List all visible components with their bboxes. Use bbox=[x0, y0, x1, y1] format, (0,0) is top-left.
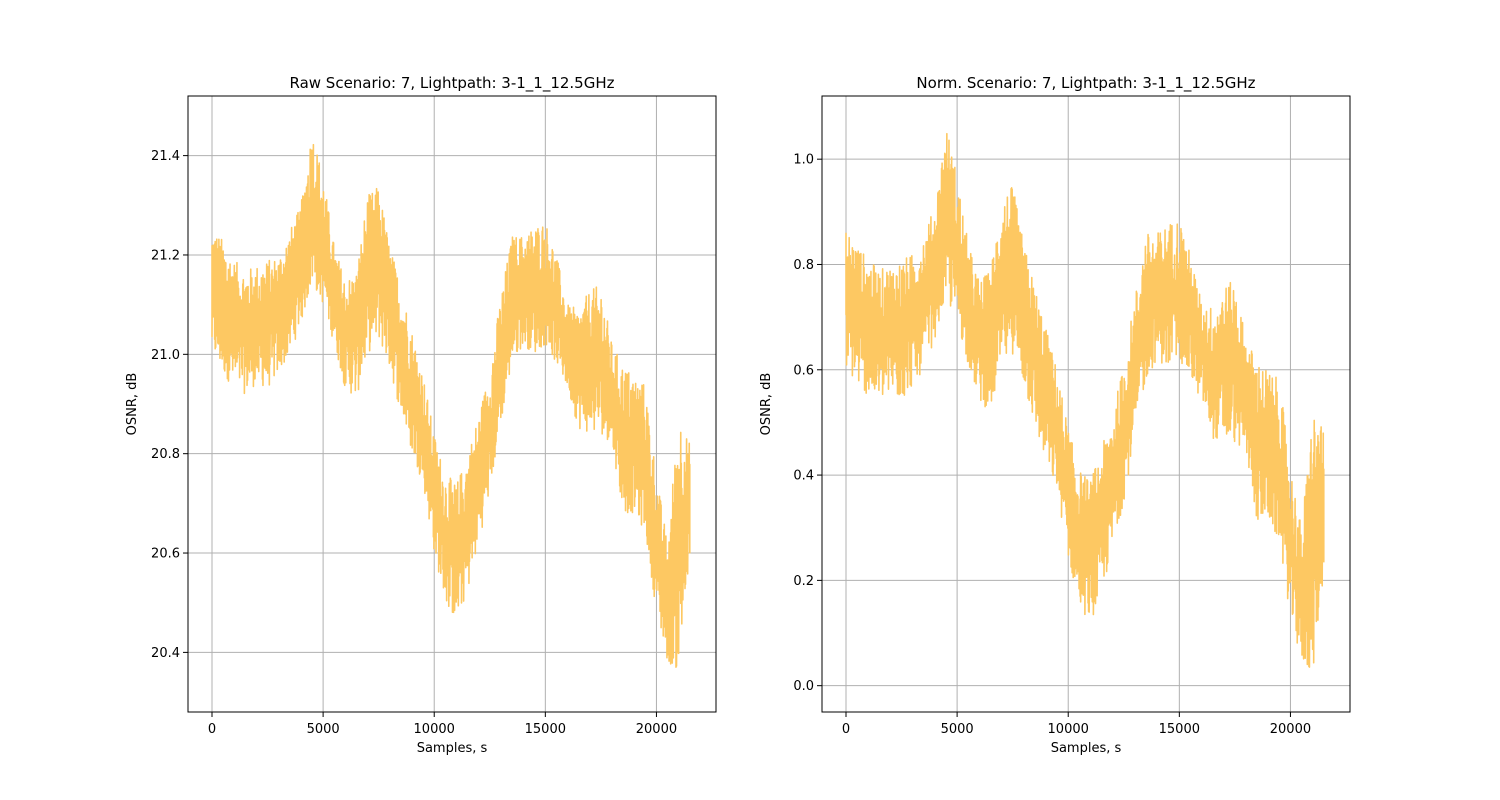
norm-x-axis-label: Samples, s bbox=[1051, 741, 1122, 756]
norm-y-tick-label: 0.8 bbox=[793, 258, 814, 273]
norm-x-tick-label: 10000 bbox=[1048, 722, 1089, 737]
raw-y-tick-label: 21.4 bbox=[151, 149, 180, 164]
raw-x-tick-label: 10000 bbox=[414, 722, 455, 737]
norm-y-tick-label: 1.0 bbox=[793, 153, 814, 168]
norm-y-axis-label: OSNR, dB bbox=[759, 373, 774, 436]
raw-y-tick-label: 21.0 bbox=[151, 348, 180, 363]
norm-osnr-panel: 0 5000 10000 15000 20000 0.0 0.2 0.4 0.6 0.8 1.0 N… bbox=[759, 74, 1351, 756]
raw-osnr-panel: 0 5000 10000 15000 20000 20.4 20.6 20.8 21.0 21.2… bbox=[125, 74, 717, 756]
norm-chart-title: Norm. Scenario: 7, Lightpath: 3-1_1_12.5… bbox=[916, 74, 1255, 93]
raw-x-tick-label: 5000 bbox=[307, 722, 340, 737]
raw-y-tick-label: 20.8 bbox=[151, 447, 180, 462]
raw-y-tick-label: 20.6 bbox=[151, 547, 180, 562]
raw-plot-frame bbox=[187, 95, 717, 713]
norm-x-tick-label: 0 bbox=[842, 722, 850, 737]
norm-y-tick-label: 0.0 bbox=[793, 679, 814, 694]
raw-x-tick-label: 15000 bbox=[525, 722, 566, 737]
norm-y-tick-label: 0.4 bbox=[793, 469, 814, 484]
norm-x-tick-label: 15000 bbox=[1159, 722, 1200, 737]
norm-y-tick-label: 0.2 bbox=[793, 574, 814, 589]
raw-x-tick-label: 0 bbox=[208, 722, 216, 737]
norm-osnr-series bbox=[845, 132, 1325, 668]
raw-y-tick-label: 20.4 bbox=[151, 646, 180, 661]
raw-chart-title: Raw Scenario: 7, Lightpath: 3-1_1_12.5GH… bbox=[289, 74, 614, 93]
raw-y-axis-label: OSNR, dB bbox=[125, 373, 140, 436]
norm-ticks: 0 5000 10000 15000 20000 0.0 0.2 0.4 0.6 0.8 1.0 bbox=[793, 153, 1311, 737]
norm-plot-frame bbox=[821, 95, 1351, 713]
raw-ticks: 0 5000 10000 15000 20000 20.4 20.6 20.8 21.0 21.2… bbox=[151, 149, 677, 737]
norm-x-tick-label: 5000 bbox=[941, 722, 974, 737]
raw-x-tick-label: 20000 bbox=[636, 722, 677, 737]
raw-y-tick-label: 21.2 bbox=[151, 248, 180, 263]
raw-x-axis-label: Samples, s bbox=[417, 741, 488, 756]
norm-x-tick-label: 20000 bbox=[1270, 722, 1311, 737]
norm-y-tick-label: 0.6 bbox=[793, 363, 814, 378]
raw-osnr-series bbox=[211, 143, 691, 668]
